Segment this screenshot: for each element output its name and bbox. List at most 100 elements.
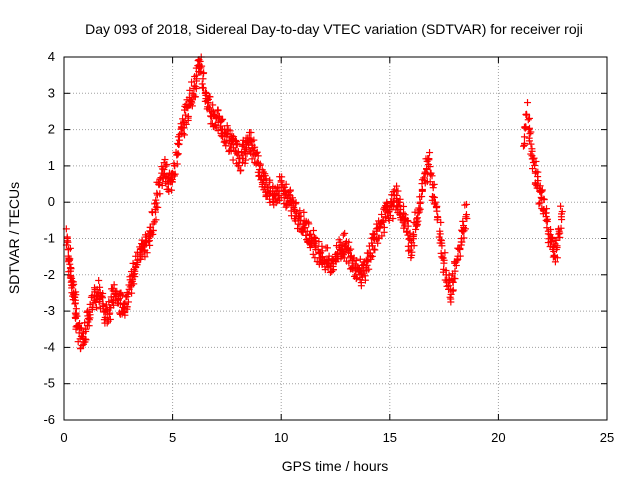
- data-point-cluster: [553, 254, 561, 262]
- data-point-cluster: [345, 238, 353, 246]
- data-point-cluster: [525, 114, 533, 122]
- data-point-cluster: [174, 139, 182, 147]
- data-point-cluster: [456, 252, 464, 260]
- data-point-cluster: [534, 173, 542, 181]
- data-point-cluster: [378, 232, 386, 240]
- data-point-cluster: [449, 286, 457, 294]
- data-point-cluster: [139, 243, 147, 251]
- data-point-cluster: [184, 116, 192, 124]
- data-point-cluster: [132, 252, 140, 260]
- data-point: [305, 231, 313, 239]
- data-point-cluster: [219, 115, 227, 123]
- data-point-cluster: [413, 221, 421, 229]
- data-point-cluster: [106, 315, 114, 323]
- y-tick-label: -4: [43, 339, 55, 354]
- y-tick-label: -1: [43, 231, 55, 246]
- data-point-cluster: [92, 303, 100, 311]
- data-point-cluster: [110, 301, 118, 309]
- data-point-cluster: [309, 250, 317, 258]
- data-point-cluster: [322, 244, 330, 252]
- data-point-cluster: [123, 303, 131, 311]
- data-point-cluster: [181, 102, 189, 110]
- data-point-cluster: [71, 313, 79, 321]
- data-point-cluster: [180, 124, 188, 132]
- data-point-cluster: [124, 290, 132, 298]
- data-point-cluster: [558, 210, 566, 218]
- data-point-cluster: [105, 310, 113, 318]
- data-point-cluster: [72, 309, 80, 317]
- y-tick-label: -5: [43, 376, 55, 391]
- x-tick-label: 5: [169, 430, 176, 445]
- data-point-cluster: [456, 245, 464, 253]
- data-point-cluster: [173, 160, 181, 168]
- data-point-cluster: [261, 172, 269, 180]
- data-point-cluster: [182, 120, 190, 128]
- data-point-cluster: [405, 247, 413, 255]
- data-point-cluster: [103, 319, 111, 327]
- data-point-cluster: [248, 155, 256, 163]
- data-point-cluster: [152, 203, 160, 211]
- data-point-cluster: [290, 204, 298, 212]
- data-point-cluster: [96, 283, 104, 291]
- data-point-cluster: [196, 57, 204, 65]
- data-point-cluster: [66, 244, 74, 252]
- data-point-cluster: [329, 262, 337, 270]
- data-point-cluster: [126, 283, 134, 291]
- y-tick-label: 4: [48, 49, 55, 64]
- data-point-cluster: [188, 102, 196, 110]
- data-point-cluster: [552, 236, 560, 244]
- data-point-cluster: [82, 335, 90, 343]
- data-point-cluster: [277, 178, 285, 186]
- data-point-cluster: [430, 194, 438, 202]
- data-point-cluster: [118, 291, 126, 299]
- data-point-cluster: [71, 299, 79, 307]
- data-point-cluster: [403, 217, 411, 225]
- data-point-cluster: [519, 142, 527, 150]
- data-point-cluster: [396, 195, 404, 203]
- data-point-cluster: [199, 84, 207, 92]
- data-point-cluster: [385, 207, 393, 215]
- data-point-cluster: [64, 238, 72, 246]
- data-point-cluster: [163, 160, 171, 168]
- data-point-cluster: [437, 237, 445, 245]
- data-point-cluster: [99, 302, 107, 310]
- data-point-cluster: [91, 298, 99, 306]
- data-point-cluster: [84, 314, 92, 322]
- data-point-cluster: [385, 216, 393, 224]
- data-point-cluster: [162, 162, 170, 170]
- data-point-cluster: [155, 178, 163, 186]
- data-point-cluster: [86, 314, 94, 322]
- data-point-cluster: [305, 220, 313, 228]
- y-tick-label: 1: [48, 158, 55, 173]
- x-tick-label: 20: [491, 430, 505, 445]
- data-point-cluster: [543, 218, 551, 226]
- data-point-cluster: [214, 127, 222, 135]
- data-point-cluster: [442, 267, 450, 275]
- data-point-cluster: [120, 299, 128, 307]
- data-point-cluster: [67, 265, 75, 273]
- data-point-cluster: [450, 274, 458, 282]
- data-point-cluster: [463, 200, 471, 208]
- data-point-cluster: [173, 151, 181, 159]
- y-tick-label: 2: [48, 122, 55, 137]
- y-axis-title: SDTVAR / TECUs: [6, 182, 22, 294]
- data-point-cluster: [403, 228, 411, 236]
- data-point-cluster: [143, 249, 151, 257]
- data-point-cluster: [151, 200, 159, 208]
- data-point-cluster: [540, 195, 548, 203]
- data-point-cluster: [315, 238, 323, 246]
- data-point-cluster: [198, 80, 206, 88]
- data-point-cluster: [408, 251, 416, 259]
- data-point-cluster: [461, 201, 469, 209]
- data-point-cluster: [307, 230, 315, 238]
- data-point-cluster: [380, 228, 388, 236]
- data-point-cluster: [202, 89, 210, 97]
- data-point-cluster: [191, 93, 199, 101]
- data-point-cluster: [124, 298, 132, 306]
- data-point-cluster: [341, 229, 349, 237]
- data-point-cluster: [447, 290, 455, 298]
- data-point-cluster: [429, 181, 437, 189]
- data-point-cluster: [300, 224, 308, 232]
- data-point-cluster: [254, 152, 262, 160]
